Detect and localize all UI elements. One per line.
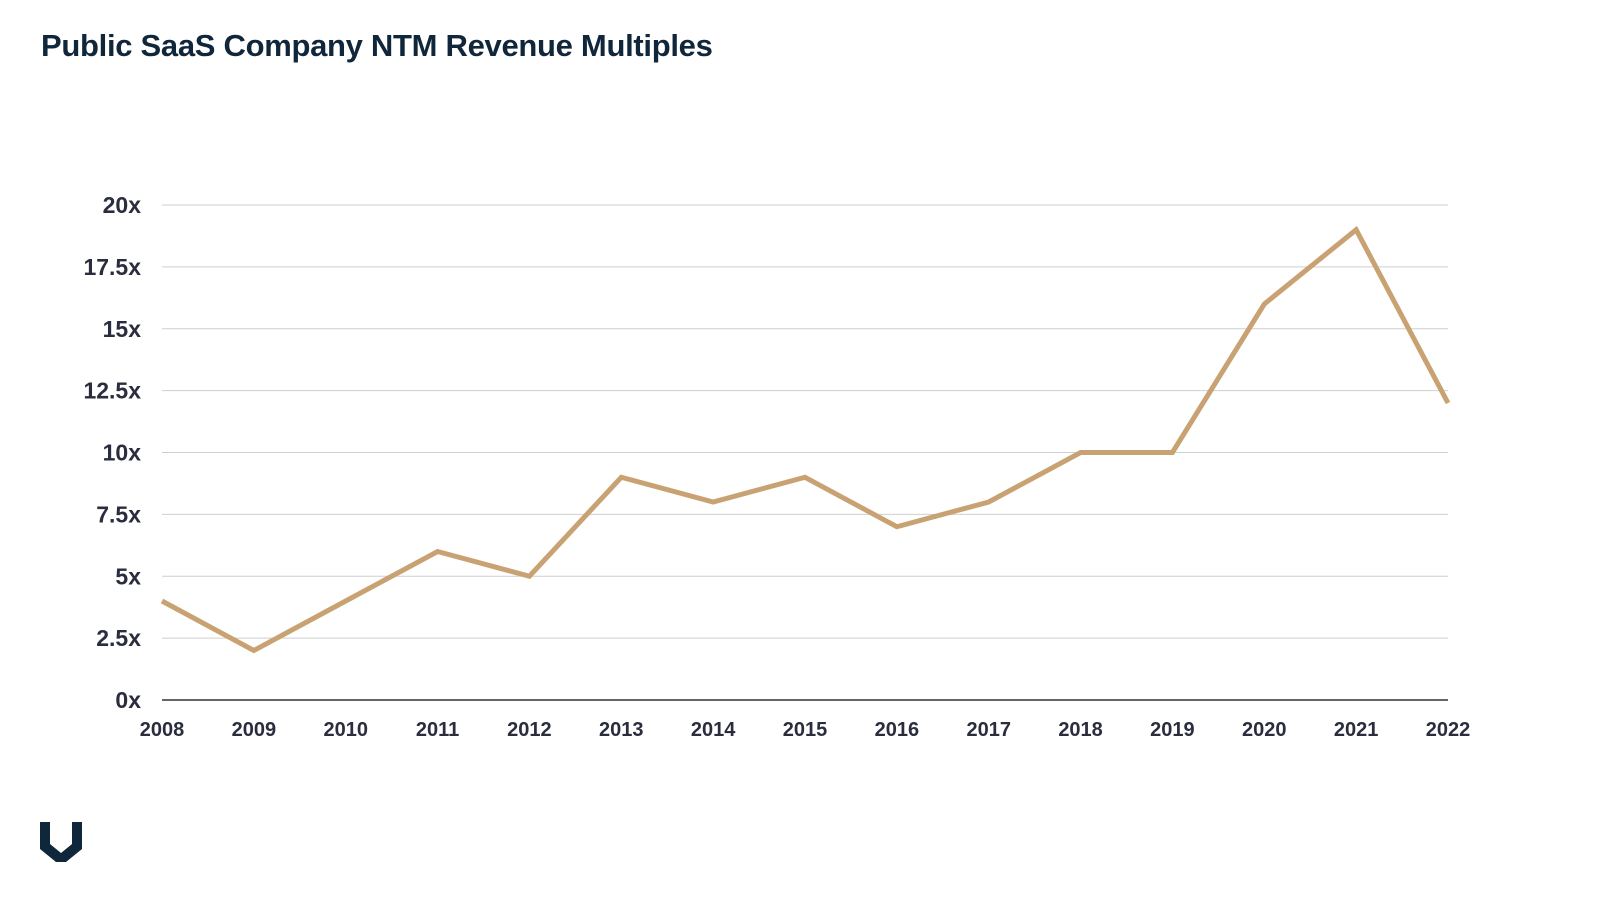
y-tick-label: 17.5x <box>83 254 141 280</box>
y-tick-label: 2.5x <box>96 625 141 651</box>
x-tick-label: 2019 <box>1150 719 1195 741</box>
gridlines <box>162 204 1448 701</box>
y-tick-label: 20x <box>103 192 142 218</box>
series-line <box>160 225 1451 654</box>
x-tick-label: 2022 <box>1426 719 1471 741</box>
x-tick-label: 2013 <box>599 719 644 741</box>
x-tick-label: 2015 <box>783 719 828 741</box>
y-tick-label: 10x <box>103 440 142 466</box>
x-tick-label: 2011 <box>416 719 459 741</box>
y-tick-label: 15x <box>103 316 142 342</box>
y-tick-label: 7.5x <box>96 501 141 527</box>
chart-title: Public SaaS Company NTM Revenue Multiple… <box>41 28 713 63</box>
x-tick-label: 2014 <box>691 719 736 741</box>
x-tick-label: 2020 <box>1242 719 1287 741</box>
x-tick-label: 2012 <box>507 719 552 741</box>
v-chevron-logo-icon <box>40 820 82 867</box>
x-tick-label: 2008 <box>140 719 185 741</box>
x-axis-ticks: 2008 2009 2010 2011 2012 2013 2014 2015 2016 2017… <box>140 719 1471 741</box>
x-tick-label: 2017 <box>966 719 1011 741</box>
x-tick-label: 2016 <box>875 719 920 741</box>
x-tick-label: 2010 <box>323 719 368 741</box>
x-tick-label: 2021 <box>1334 719 1379 741</box>
y-axis-ticks: 0x 2.5x 5x 7.5x 10x 12.5x 15x 17.5x 20x <box>83 192 141 713</box>
y-tick-label: 5x <box>115 563 141 589</box>
series-layer <box>160 225 1451 654</box>
x-tick-label: 2018 <box>1058 719 1103 741</box>
y-tick-label: 12.5x <box>83 378 141 404</box>
y-tick-label: 0x <box>115 687 141 713</box>
x-tick-label: 2009 <box>232 719 277 741</box>
